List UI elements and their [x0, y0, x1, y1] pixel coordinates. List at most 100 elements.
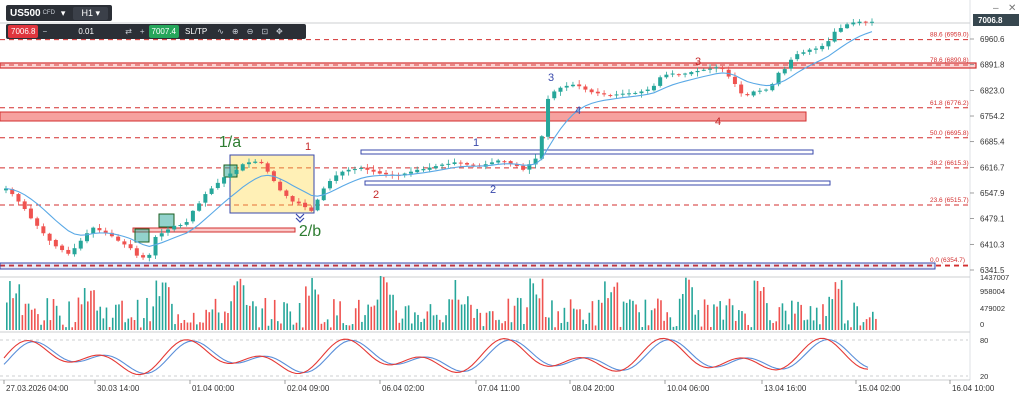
volume-bar-47: [152, 306, 155, 330]
wave-label-0: 1/a: [219, 134, 241, 151]
stoch-tick-20: 20: [980, 372, 988, 381]
candle-body-60: [377, 171, 382, 174]
volume-bar-270: [847, 320, 849, 330]
volume-bar-106: [336, 315, 338, 330]
blue-zone-lower: [364, 180, 831, 186]
volume-bar-185: [582, 319, 584, 330]
symbol-dropdown-icon[interactable]: ▾: [60, 7, 66, 18]
volume-bar-131: [414, 312, 416, 330]
volume-bar-108: [342, 323, 345, 330]
volume-bar-101: [320, 323, 323, 330]
volume-bar-241: [756, 280, 759, 330]
candle-body-29: [184, 222, 189, 225]
volume-bar-249: [781, 303, 784, 330]
symbol-name[interactable]: US500: [10, 7, 41, 19]
volume-bar-157: [495, 320, 497, 330]
candle-body-3: [22, 201, 27, 209]
minimize-icon[interactable]: –: [993, 3, 999, 14]
volume-bar-136: [429, 304, 432, 330]
volume-bar-72: [230, 301, 232, 330]
candle-body-7: [47, 233, 52, 241]
volume-bar-211: [663, 320, 665, 330]
fib-label-2: 61.8 (6776.2): [930, 100, 969, 107]
volume-bar-234: [734, 320, 737, 330]
volume-bar-43: [139, 327, 142, 330]
candle-body-42: [265, 163, 270, 172]
volume-bar-109: [345, 325, 348, 330]
crosshair-icon[interactable]: ✥: [276, 27, 283, 36]
candle-body-125: [782, 69, 787, 74]
candle-body-91: [570, 84, 575, 87]
candle-body-53: [334, 175, 339, 181]
zoom-in-icon[interactable]: ⊕: [231, 27, 239, 36]
volume-bar-125: [395, 310, 397, 330]
volume-bar-223: [700, 326, 703, 330]
swap-icon[interactable]: ⇄: [125, 27, 132, 36]
sltp-button[interactable]: SL/TP: [184, 27, 208, 36]
close-icon[interactable]: ✕: [1008, 3, 1017, 14]
timeframe-dropdown-icon[interactable]: ▾: [95, 7, 101, 18]
volume-bar-279: [875, 318, 877, 330]
candle-body-85: [533, 158, 538, 165]
volume-bar-244: [766, 303, 768, 330]
volume-bar-184: [579, 309, 581, 330]
candle-body-13: [84, 233, 89, 242]
volume-bar-255: [800, 304, 802, 330]
x-tick-label-8: 13.04 16:00: [764, 384, 807, 393]
quantity-input[interactable]: 0.01: [78, 27, 94, 36]
x-tick-label-5: 07.04 11:00: [478, 384, 520, 393]
candle-body-46: [290, 196, 295, 202]
volume-bar-85: [270, 319, 273, 330]
candle-body-58: [365, 167, 370, 170]
volume-bar-150: [473, 317, 475, 330]
plus-icon[interactable]: +: [139, 27, 145, 36]
volume-bar-137: [432, 315, 435, 330]
x-tick-label-2: 01.04 00:00: [192, 384, 235, 393]
timeframe-select[interactable]: H1 ▾: [73, 6, 109, 20]
fib-label-0: 88.6 (6959.0): [930, 32, 969, 39]
volume-bar-113: [358, 299, 360, 330]
candle-body-134: [838, 28, 843, 32]
fit-icon[interactable]: ⊡: [261, 27, 269, 36]
candle-body-54: [340, 171, 345, 176]
volume-bar-115: [364, 315, 366, 330]
candle-body-73: [458, 162, 463, 164]
volume-bar-75: [239, 278, 242, 330]
candle-body-123: [770, 83, 775, 91]
candle-body-0: [4, 188, 8, 191]
chart-type-icon[interactable]: ∿: [217, 27, 224, 36]
buy-button[interactable]: 7007.4: [148, 25, 179, 38]
volume-bar-195: [613, 286, 616, 330]
volume-bar-98: [311, 277, 313, 330]
volume-bar-55: [177, 314, 179, 330]
zoom-out-icon[interactable]: ⊖: [246, 27, 254, 36]
volume-bar-42: [136, 299, 139, 330]
candle-body-41: [259, 161, 264, 164]
volume-bar-262: [822, 304, 824, 330]
volume-tick-0: 1437007: [980, 273, 1009, 282]
volume-bar-88: [280, 323, 282, 330]
candle-body-44: [278, 181, 283, 191]
minus-icon[interactable]: −: [42, 27, 48, 36]
wave-label-5: 2: [490, 184, 496, 196]
volume-bar-30: [99, 306, 102, 330]
candle-body-122: [764, 89, 769, 91]
candle-body-90: [564, 85, 569, 88]
marker-box-1: [134, 228, 150, 243]
volume-bar-5: [21, 315, 24, 330]
volume-bar-161: [507, 298, 510, 330]
trade-panel: 7006.8 − 0.01 ⇄ + 7007.4 SL/TP ∿ ⊕ ⊖ ⊡ ✥: [6, 24, 306, 39]
x-tick-label-1: 30.03 14:00: [97, 384, 140, 393]
volume-bar-80: [255, 306, 257, 330]
volume-bar-220: [691, 287, 693, 330]
volume-bar-41: [133, 320, 136, 330]
volume-bar-148: [467, 296, 469, 330]
candle-body-14: [91, 227, 96, 234]
volume-bar-14: [49, 320, 52, 330]
candle-body-39: [246, 162, 251, 165]
stoch-d-line: [3, 338, 869, 375]
sell-button[interactable]: 7006.8: [8, 25, 39, 38]
volume-bar-76: [242, 285, 245, 330]
volume-bar-209: [657, 298, 659, 330]
candle-body-138: [863, 21, 868, 23]
